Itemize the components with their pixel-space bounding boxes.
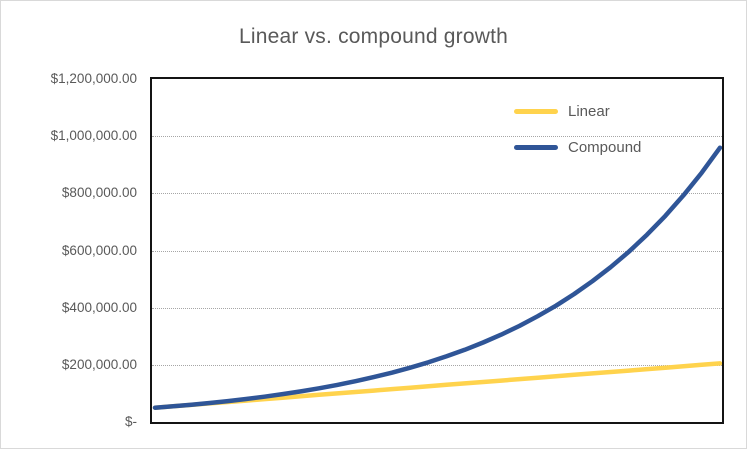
- legend: Linear Compound: [514, 99, 641, 159]
- gridline: [152, 364, 722, 366]
- legend-label: Linear: [568, 102, 610, 120]
- series-plot: [152, 145, 722, 410]
- y-axis-tick-label: $200,000.00: [61, 356, 137, 372]
- y-axis-tick-label: $1,200,000.00: [50, 71, 137, 86]
- legend-item-compound: Compound: [514, 135, 641, 159]
- plot-area: Linear Compound: [150, 77, 724, 424]
- y-axis-tick-label: $-: [124, 414, 137, 429]
- gridline: [152, 307, 722, 309]
- series-line-compound: [152, 145, 722, 410]
- legend-label: Compound: [568, 138, 642, 156]
- legend-item-linear: Linear: [514, 99, 641, 123]
- gridline: [152, 193, 722, 195]
- y-axis-tick-label: $1,000,000.00: [50, 128, 137, 144]
- y-axis-tick-label: $400,000.00: [61, 299, 137, 315]
- gridline: [152, 136, 722, 138]
- gridline: [152, 250, 722, 252]
- y-axis-tick-label: $600,000.00: [61, 242, 137, 258]
- legend-line-icon: [514, 144, 558, 150]
- legend-line-icon: [514, 108, 558, 114]
- chart-title: Linear vs. compound growth: [238, 25, 508, 48]
- y-axis-tick-label: $800,000.00: [61, 185, 137, 201]
